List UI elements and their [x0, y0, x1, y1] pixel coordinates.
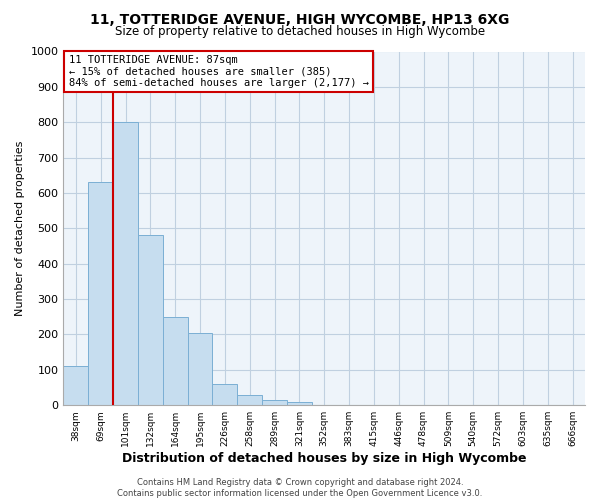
Text: Size of property relative to detached houses in High Wycombe: Size of property relative to detached ho… — [115, 25, 485, 38]
Bar — [237, 394, 262, 405]
Y-axis label: Number of detached properties: Number of detached properties — [15, 140, 25, 316]
Bar — [88, 182, 113, 405]
Bar — [163, 317, 188, 405]
Bar — [113, 122, 138, 405]
Text: Contains HM Land Registry data © Crown copyright and database right 2024.
Contai: Contains HM Land Registry data © Crown c… — [118, 478, 482, 498]
Text: 11, TOTTERIDGE AVENUE, HIGH WYCOMBE, HP13 6XG: 11, TOTTERIDGE AVENUE, HIGH WYCOMBE, HP1… — [91, 12, 509, 26]
X-axis label: Distribution of detached houses by size in High Wycombe: Distribution of detached houses by size … — [122, 452, 526, 465]
Bar — [64, 366, 88, 405]
Bar — [212, 384, 237, 405]
Bar — [287, 402, 312, 405]
Bar — [262, 400, 287, 405]
Text: 11 TOTTERIDGE AVENUE: 87sqm
← 15% of detached houses are smaller (385)
84% of se: 11 TOTTERIDGE AVENUE: 87sqm ← 15% of det… — [68, 55, 368, 88]
Bar — [188, 332, 212, 405]
Bar — [138, 236, 163, 405]
